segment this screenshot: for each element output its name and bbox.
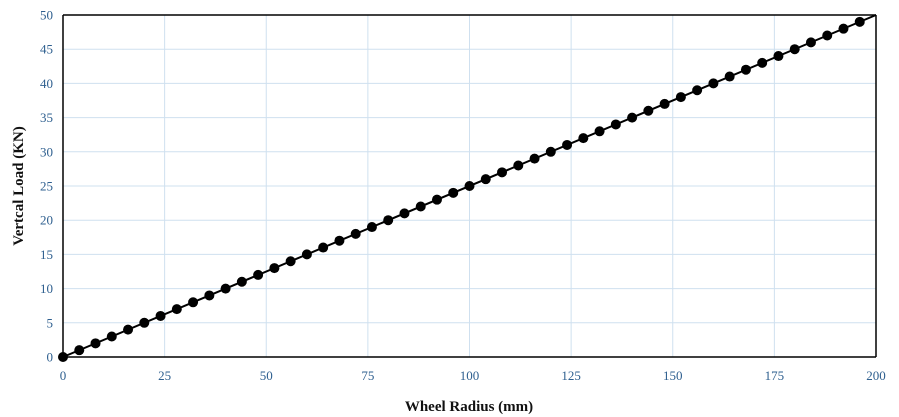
data-point <box>58 352 68 362</box>
x-tick-label: 75 <box>361 368 374 383</box>
y-tick-label: 10 <box>40 281 53 296</box>
data-point <box>627 112 638 123</box>
y-tick-label: 0 <box>47 350 54 365</box>
data-point <box>464 181 475 191</box>
data-point <box>805 37 816 48</box>
y-tick-label: 15 <box>40 247 53 262</box>
axes <box>62 14 877 358</box>
data-point <box>545 146 556 157</box>
data-point <box>854 16 865 27</box>
x-tick-label: 150 <box>663 368 683 383</box>
data-point <box>204 290 215 301</box>
data-point <box>643 105 654 116</box>
data-point <box>106 331 117 342</box>
x-tick-label: 175 <box>765 368 785 383</box>
x-axis-title: Wheel Radius (mm) <box>405 399 533 415</box>
data-point <box>480 174 491 185</box>
data-point <box>822 30 833 41</box>
x-tick-label: 125 <box>561 368 581 383</box>
data-point <box>757 57 768 68</box>
x-tick-label: 50 <box>260 368 273 383</box>
y-tick-label: 5 <box>47 315 54 330</box>
data-point <box>188 297 199 308</box>
data-point <box>773 51 784 62</box>
y-axis-title: Vertcal Load (KN) <box>11 126 27 245</box>
data-point <box>171 304 182 315</box>
data-point <box>838 23 849 34</box>
series-layer <box>58 14 877 362</box>
data-point <box>350 228 361 239</box>
data-point <box>578 133 589 144</box>
data-point <box>562 139 573 150</box>
x-tick-label: 25 <box>158 368 171 383</box>
data-point <box>708 78 719 89</box>
y-tick-label: 20 <box>40 213 53 228</box>
data-point <box>366 222 377 233</box>
data-point <box>789 44 800 55</box>
x-tick-label: 100 <box>460 368 480 383</box>
y-tick-label: 45 <box>40 42 53 57</box>
data-point <box>220 283 231 294</box>
data-point <box>318 242 329 253</box>
data-point <box>383 215 394 226</box>
data-point <box>610 119 621 130</box>
y-tick-label: 30 <box>40 144 53 159</box>
data-point <box>155 310 166 321</box>
data-point <box>431 194 442 205</box>
data-point <box>334 235 345 246</box>
data-point <box>253 269 264 280</box>
x-tick-label: 0 <box>60 368 67 383</box>
y-tick-label: 50 <box>40 8 53 23</box>
data-point <box>675 92 686 103</box>
data-point <box>513 160 524 171</box>
data-point <box>285 256 296 267</box>
data-point <box>90 338 101 349</box>
tick-labels: 0 25 50 75 100 125 150 175 200 0 5 10 15 20 25 30 35 40 45… <box>40 8 886 384</box>
y-tick-label: 25 <box>40 179 53 194</box>
data-point <box>529 153 540 164</box>
data-point <box>692 85 703 96</box>
data-point <box>74 345 85 356</box>
data-point <box>236 276 247 287</box>
data-point <box>269 263 280 274</box>
data-point <box>415 201 426 212</box>
data-point <box>740 64 751 75</box>
y-tick-label: 40 <box>40 76 53 91</box>
data-point <box>594 126 605 137</box>
y-tick-label: 35 <box>40 110 53 125</box>
x-tick-label: 200 <box>866 368 886 383</box>
data-point <box>301 249 312 260</box>
data-point <box>659 98 670 109</box>
data-point <box>497 167 508 178</box>
grid <box>62 14 877 358</box>
data-point <box>399 208 410 219</box>
data-point <box>123 324 134 335</box>
data-point <box>448 187 459 198</box>
data-point <box>139 317 150 328</box>
data-point <box>724 71 735 82</box>
